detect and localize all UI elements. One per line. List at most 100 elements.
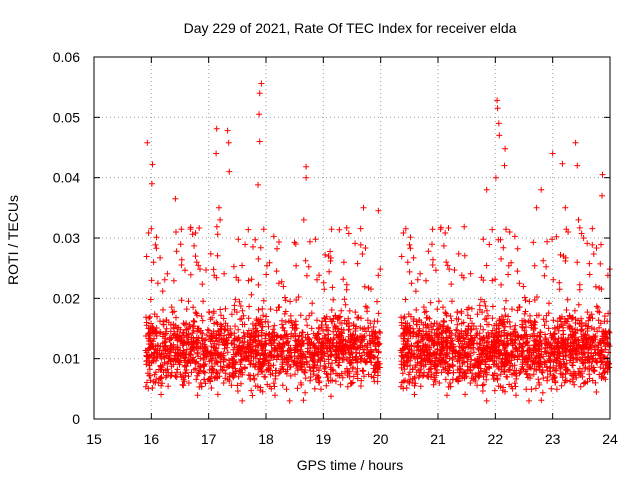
data-point xyxy=(218,312,224,318)
x-tick-label: 22 xyxy=(488,431,504,447)
data-point xyxy=(201,376,207,382)
data-point xyxy=(255,282,261,288)
data-point xyxy=(258,245,264,251)
data-point xyxy=(154,234,160,240)
data-point xyxy=(448,281,454,287)
data-point xyxy=(250,244,256,250)
data-point xyxy=(274,246,280,252)
data-point xyxy=(495,105,501,111)
data-point xyxy=(150,161,156,167)
data-point xyxy=(417,271,423,277)
data-point xyxy=(358,226,364,232)
data-point xyxy=(235,327,241,333)
data-point xyxy=(246,372,252,378)
data-point xyxy=(454,322,460,328)
data-point xyxy=(406,380,412,386)
data-point xyxy=(512,233,518,239)
data-point xyxy=(152,242,158,248)
data-point xyxy=(309,325,315,331)
data-point xyxy=(191,318,197,324)
data-point xyxy=(186,298,192,304)
roti-scatter-chart: Day 229 of 2021, Rate Of TEC Index for r… xyxy=(0,0,640,480)
data-point xyxy=(337,382,343,388)
data-point xyxy=(489,227,495,233)
data-point xyxy=(512,323,518,329)
data-point xyxy=(468,271,474,277)
data-point xyxy=(261,226,267,232)
data-point xyxy=(157,318,163,324)
data-point xyxy=(282,295,288,301)
data-point xyxy=(340,276,346,282)
data-point xyxy=(273,373,279,379)
data-point xyxy=(505,314,511,320)
x-tick-label: 19 xyxy=(316,431,332,447)
data-point xyxy=(188,272,194,278)
data-point xyxy=(256,111,262,117)
x-tick-label: 21 xyxy=(430,431,446,447)
data-point xyxy=(544,378,550,384)
data-point xyxy=(164,326,170,332)
data-point xyxy=(440,318,446,324)
data-point xyxy=(263,272,269,278)
data-point xyxy=(433,267,439,273)
y-tick-label: 0.01 xyxy=(53,351,80,367)
data-point xyxy=(594,303,600,309)
data-point xyxy=(565,297,571,303)
data-point xyxy=(203,267,209,273)
data-point xyxy=(208,385,214,391)
data-point xyxy=(283,297,289,303)
data-point xyxy=(257,139,263,145)
data-point xyxy=(238,303,244,309)
data-point xyxy=(200,298,206,304)
data-point xyxy=(578,384,584,390)
data-point xyxy=(441,319,447,325)
data-point xyxy=(241,330,247,336)
x-tick-label: 23 xyxy=(545,431,561,447)
data-point xyxy=(221,380,227,386)
data-point xyxy=(307,239,313,245)
data-point xyxy=(577,225,583,231)
data-point xyxy=(484,263,490,269)
data-point xyxy=(462,253,468,259)
data-point xyxy=(196,225,202,231)
data-point xyxy=(213,151,219,157)
data-point xyxy=(589,242,595,248)
data-point xyxy=(330,297,336,303)
data-point xyxy=(198,380,204,386)
data-point xyxy=(347,308,353,314)
data-point xyxy=(287,299,293,305)
data-point xyxy=(523,297,529,303)
data-point xyxy=(329,226,335,232)
data-point xyxy=(509,306,515,312)
data-point xyxy=(412,392,418,398)
data-point xyxy=(349,380,355,386)
data-point xyxy=(540,258,546,264)
data-points xyxy=(143,81,613,404)
data-point xyxy=(301,397,307,403)
data-point xyxy=(149,181,155,187)
data-point xyxy=(239,263,245,269)
data-point xyxy=(429,241,435,247)
data-point xyxy=(338,308,344,314)
data-point xyxy=(558,252,564,258)
y-axis-label: ROTI / TECUs xyxy=(5,195,21,285)
data-point xyxy=(190,231,196,237)
data-point xyxy=(301,217,307,223)
data-point xyxy=(484,398,490,404)
data-point xyxy=(274,268,280,274)
data-point xyxy=(574,259,580,265)
data-point xyxy=(306,264,312,270)
data-point xyxy=(158,392,164,398)
data-point xyxy=(248,388,254,394)
data-point xyxy=(411,255,417,261)
data-point xyxy=(534,205,540,211)
data-point xyxy=(148,297,154,303)
data-point xyxy=(352,240,358,246)
data-point xyxy=(226,169,232,175)
data-point xyxy=(341,296,347,302)
data-point xyxy=(559,383,565,389)
data-point xyxy=(256,307,262,313)
chart-title: Day 229 of 2021, Rate Of TEC Index for r… xyxy=(184,20,517,36)
data-point xyxy=(293,263,299,269)
data-point xyxy=(550,277,556,283)
